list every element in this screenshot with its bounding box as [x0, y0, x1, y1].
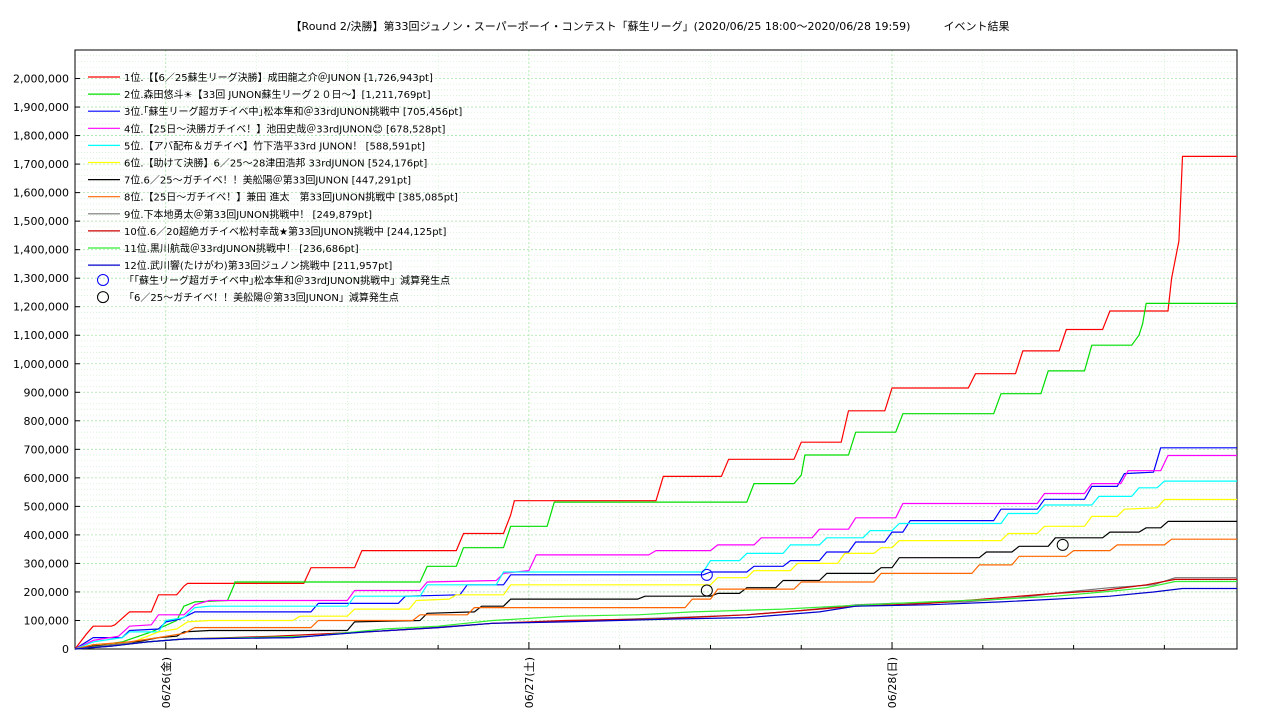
x-axis-tick-label: 06/26(金): [159, 657, 173, 708]
legend-label-9: 9位.下本地勇太＠第33回JUNON挑戦中！ [249,879pt]: [124, 208, 372, 221]
y-axis-tick-label: 900,000: [24, 386, 70, 399]
x-axis-tick-label: 06/27(土): [523, 657, 536, 708]
legend-marker-swatch-2: [97, 291, 109, 304]
y-axis-tick-label: 1,500,000: [13, 215, 69, 228]
y-axis-tick-label: 800,000: [24, 415, 70, 428]
y-axis-tick-label: 0: [62, 643, 69, 656]
marker-point-1: [700, 568, 713, 581]
legend-label-10: 10位.6／20超絶ガチイベ松村幸哉★第33回JUNON挑戦中 [244,125…: [124, 225, 446, 238]
series-line-3: [74, 447, 1237, 650]
series-line-5: [74, 480, 1237, 650]
marker-point-2: [700, 584, 713, 597]
y-axis-tick-label: 1,800,000: [13, 130, 69, 143]
legend: 1位.【【6／25蘇生リーグ決勝】成田龍之介＠JUNON [1,726,943p…: [88, 71, 462, 304]
legend-marker-swatch-1: [97, 274, 109, 286]
legend-label-11: 11位.黒川航哉＠33rdJUNON挑戦中！ [236,686pt]: [124, 242, 359, 255]
y-axis-tick-label: 1,700,000: [13, 158, 69, 171]
legend-label-1: 1位.【【6／25蘇生リーグ決勝】成田龍之介＠JUNON [1,726,943p…: [124, 71, 433, 84]
y-axis-tick-label: 600,000: [24, 472, 70, 485]
axis-layer: 0 100,000 200,000 300,000 400,000 500,000 600,…: [13, 49, 1238, 708]
series-line-2: [74, 302, 1237, 650]
series-line-4: [74, 454, 1237, 650]
series-layer: [74, 155, 1237, 650]
y-axis-tick-label: 1,900,000: [13, 101, 69, 114]
legend-label-2: 2位.森田悠斗☀【33回 JUNON蘇生リーグ２０日〜】[1,211,769pt…: [124, 88, 431, 101]
legend-label-6: 6位.【助けて決勝】6／25〜28津田浩邦 33rdJUNON [524,176…: [124, 157, 427, 170]
y-axis-tick-label: 300,000: [24, 557, 70, 570]
y-axis-tick-label: 1,300,000: [13, 272, 69, 285]
legend-label-5: 5位.【アバ配布＆ガチイベ】竹下浩平33rd JUNON！ [588,591pt…: [124, 139, 425, 152]
legend-label-3: 3位.｢蘇生リーグ超ガチイベ中｣松本隼和＠33rdJUNON挑戦中 [705,4…: [124, 105, 462, 118]
marker-point-2: [1056, 538, 1069, 551]
legend-marker-label-1: 「｢蘇生リーグ超ガチイベ中｣松本隼和＠33rdJUNON挑戦中」減算発生点: [124, 274, 450, 287]
series-line-8: [74, 538, 1237, 650]
series-line-1: [74, 155, 1237, 650]
series-line-7: [74, 520, 1237, 650]
legend-label-8: 8位.【25日〜ガチイベ！】兼田 進太 第33回JUNON挑戦中 [385,08…: [124, 191, 458, 204]
plot-frame: [74, 49, 1238, 650]
y-axis-tick-label: 500,000: [24, 500, 70, 513]
x-axis-tick-label: 06/28(日): [886, 657, 899, 708]
y-axis-tick-label: 200,000: [24, 586, 70, 599]
y-axis-tick-label: 1,200,000: [13, 301, 69, 314]
y-axis-tick-label: 1,600,000: [13, 187, 69, 200]
marker-layer: [700, 538, 1069, 597]
grid-layer: [74, 50, 1237, 649]
y-axis-tick-label: 1,000,000: [13, 358, 69, 371]
y-axis-tick-label: 400,000: [24, 529, 70, 542]
legend-marker-label-2: 「6／25〜ガチイベ！！美舩陽＠第33回JUNON」減算発生点: [124, 291, 399, 304]
series-line-6: [74, 498, 1237, 650]
y-axis-tick-label: 1,400,000: [13, 244, 69, 257]
y-axis-tick-label: 1,100,000: [13, 329, 69, 342]
legend-label-12: 12位.武川響(たけがわ)第33回ジュノン挑戦中 [211,957pt]: [124, 259, 392, 272]
legend-label-4: 4位.【25日〜決勝ガチイベ！】池田史哉＠33rdJUNON😊 [678,528…: [124, 122, 445, 135]
y-axis-tick-label: 2,000,000: [13, 73, 69, 86]
y-axis-tick-label: 700,000: [24, 443, 70, 456]
legend-label-7: 7位.6／25〜ガチイベ！！美舩陽＠第33回JUNON [447,291pt]: [124, 174, 411, 187]
series-line-12: [74, 587, 1237, 650]
y-axis-tick-label: 100,000: [24, 614, 70, 627]
chart-title: 【Round 2/決勝】第33回ジュノン・スーパーボーイ・コンテスト「蘇生リーグ…: [291, 19, 1010, 33]
